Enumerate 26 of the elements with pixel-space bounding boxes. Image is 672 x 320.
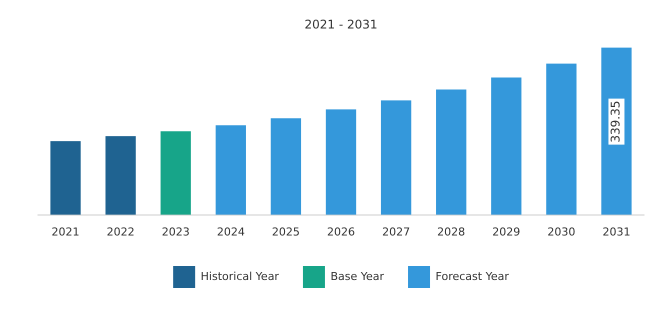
x-tick-label: 2021: [52, 225, 80, 238]
x-tick-label: 2028: [437, 225, 466, 238]
legend-label: Base Year: [330, 270, 385, 283]
bar: [216, 125, 246, 215]
x-tick-label: 2030: [547, 225, 576, 238]
bar: [436, 89, 466, 215]
x-tick-label: 2031: [602, 225, 630, 238]
x-tick-label: 2024: [216, 225, 245, 238]
legend-label: Historical Year: [200, 270, 280, 283]
x-tick-label: 2027: [382, 225, 410, 238]
x-tick-label: 2022: [106, 225, 135, 238]
data-label: 339.35: [608, 100, 623, 143]
bar: [326, 109, 356, 215]
bar: [160, 131, 191, 215]
bar: [50, 141, 81, 215]
bar: [380, 100, 412, 215]
bar: [546, 64, 577, 215]
x-tick-label: 2029: [492, 225, 520, 238]
bar: [270, 118, 302, 215]
chart-title: 2021 - 2031: [304, 17, 378, 32]
x-tick-label: 2023: [162, 225, 190, 238]
legend-label: Forecast Year: [436, 270, 510, 283]
bar: [105, 136, 136, 215]
x-tick-label: 2026: [327, 225, 355, 238]
bar: [491, 77, 522, 215]
x-tick-label: 2025: [272, 225, 300, 238]
